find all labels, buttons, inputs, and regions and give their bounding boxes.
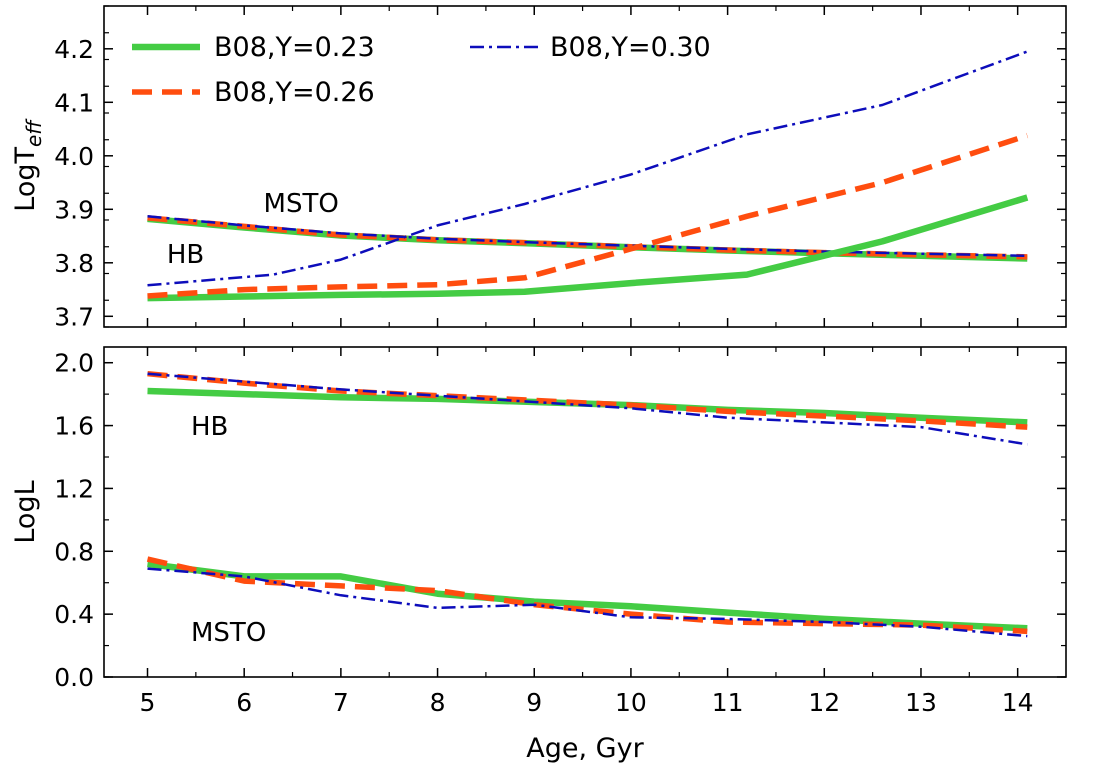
bottom-annotation-msto: MSTO xyxy=(191,618,266,648)
bottom-series-group xyxy=(146,370,1028,638)
top-series-group xyxy=(147,50,1029,302)
top-panel-frame xyxy=(103,5,1067,328)
legend-label-dashdot-blue: B08,Y=0.30 xyxy=(550,32,711,63)
top-series-dashdot-blue-2 xyxy=(147,215,1028,258)
top-series-solid-green-3 xyxy=(147,194,1029,302)
legend-label-solid-green: B08,Y=0.23 xyxy=(214,32,375,63)
bottom-ticks-group: 5 6 7 8 9 10 11 12 13 14 0.0 0.4 0.8 1.2 1.6 2.0 xyxy=(54,347,1066,717)
bottom-y-tick-label-0: 0.0 xyxy=(54,663,94,692)
x-tick-label-10: 10 xyxy=(615,688,647,717)
top-y-tick-label-3: 4.0 xyxy=(54,142,94,171)
bottom-y-tick-label-5: 2.0 xyxy=(54,349,94,378)
top-ticks-group: 3.7 3.8 3.9 4.0 4.1 4.2 xyxy=(54,5,1066,331)
top-annotations-group: MSTO HB xyxy=(167,189,339,270)
top-y-axis-label-main: LogT xyxy=(10,147,41,212)
panel-bottom: 5 6 7 8 9 10 11 12 13 14 0.0 0.4 0.8 1.2 1.6 2.0 HB MSTO… xyxy=(10,346,1067,764)
x-tick-label-5: 5 xyxy=(140,688,156,717)
bottom-annotation-hb: HB xyxy=(191,412,228,442)
bottom-y-axis-label: LogL xyxy=(10,480,41,543)
top-y-axis-label-sub: eff xyxy=(22,118,46,147)
legend-label-dashed-orange: B08,Y=0.26 xyxy=(214,77,375,108)
x-tick-label-7: 7 xyxy=(333,688,349,717)
x-tick-label-11: 11 xyxy=(712,688,744,717)
bottom-series-solid-green-3 xyxy=(147,560,1028,632)
x-tick-label-12: 12 xyxy=(808,688,840,717)
bottom-y-tick-label-3: 1.2 xyxy=(54,474,94,503)
bottom-y-tick-label-1: 0.4 xyxy=(54,600,94,629)
x-tick-label-14: 14 xyxy=(1002,688,1034,717)
bottom-y-tick-label-4: 1.6 xyxy=(54,412,94,441)
top-y-axis-label: LogTeff xyxy=(10,118,46,212)
top-series-dashdot-blue-5 xyxy=(147,50,1028,287)
top-y-tick-label-4: 4.1 xyxy=(54,88,94,117)
x-tick-label-13: 13 xyxy=(905,688,937,717)
top-y-tick-label-1: 3.8 xyxy=(54,249,94,278)
top-annotation-hb: HB xyxy=(167,240,204,270)
bottom-y-tick-label-2: 0.8 xyxy=(54,537,94,566)
bottom-series-dashed-orange-1 xyxy=(147,370,1028,430)
top-y-tick-label-0: 3.7 xyxy=(54,302,94,331)
bottom-annotations-group: HB MSTO xyxy=(191,412,266,648)
top-y-tick-label-2: 3.9 xyxy=(54,195,94,224)
x-tick-label-8: 8 xyxy=(430,688,446,717)
x-axis-label: Age, Gyr xyxy=(526,733,644,764)
legend: B08,Y=0.23 B08,Y=0.26 B08,Y=0.30 xyxy=(132,32,711,108)
bottom-series-dashdot-blue-2 xyxy=(147,372,1028,446)
top-annotation-msto: MSTO xyxy=(264,189,339,219)
bottom-series-dashdot-blue-5 xyxy=(147,567,1028,638)
panel-top: 3.7 3.8 3.9 4.0 4.1 4.2 MSTO HB LogTeff xyxy=(10,5,1067,331)
top-series-dashed-orange-4 xyxy=(147,132,1029,299)
x-tick-label-9: 9 xyxy=(526,688,542,717)
top-y-tick-label-5: 4.2 xyxy=(54,35,94,64)
x-tick-label-6: 6 xyxy=(236,688,252,717)
bottom-panel-frame xyxy=(103,346,1067,678)
